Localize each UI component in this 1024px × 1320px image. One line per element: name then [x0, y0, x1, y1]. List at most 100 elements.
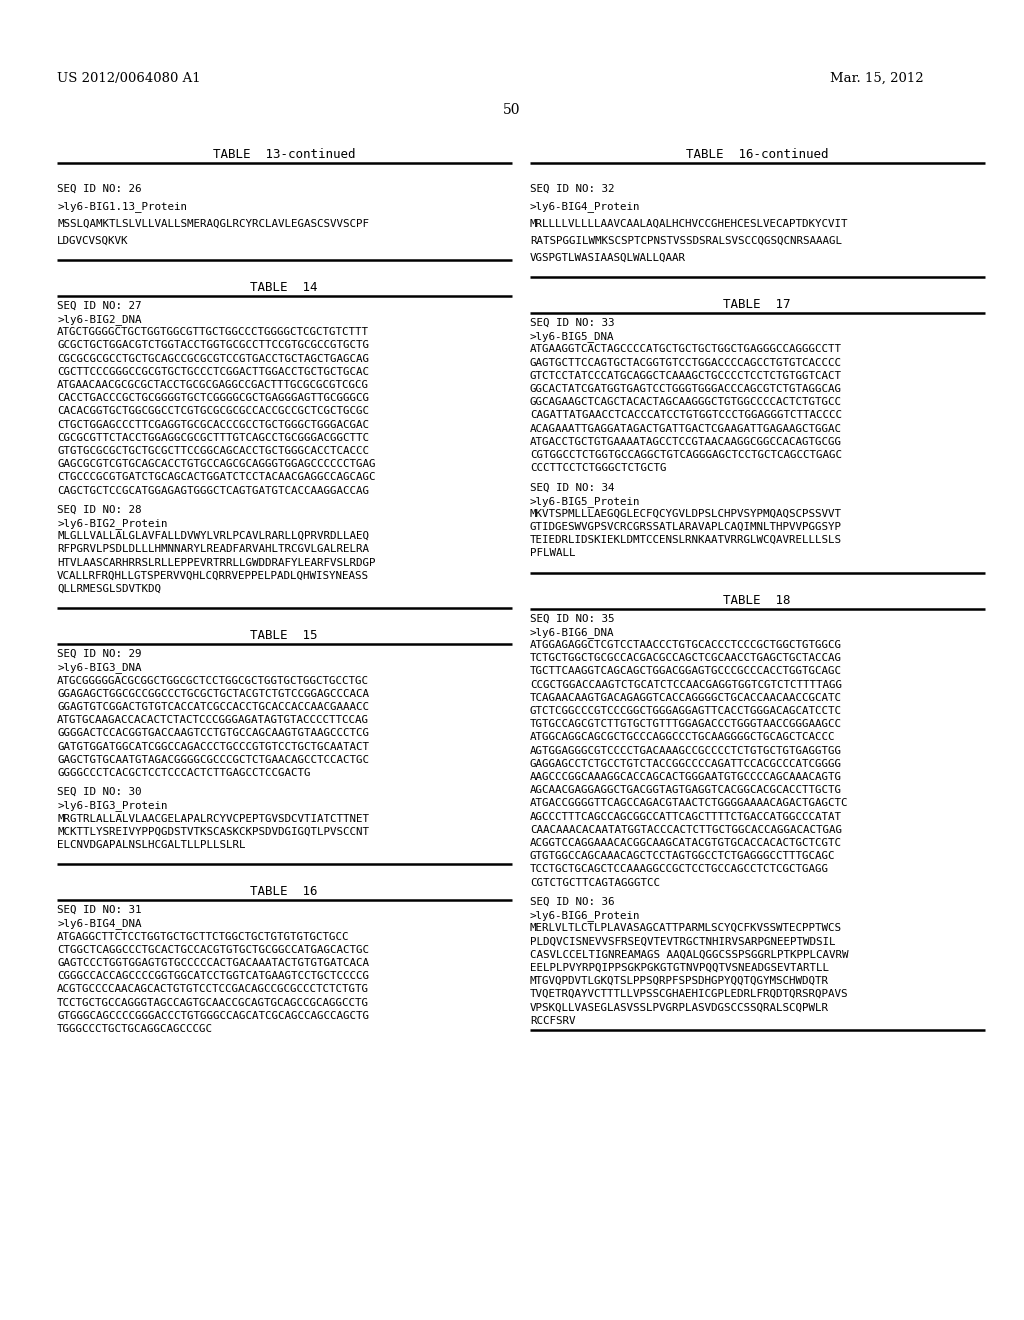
Text: CTGCTGGAGCCCTTCGAGGTGCGCACCCGCCTGCTGGGCTGGGACGAC: CTGCTGGAGCCCTTCGAGGTGCGCACCCGCCTGCTGGGCT…	[57, 420, 369, 429]
Text: SEQ ID NO: 26: SEQ ID NO: 26	[57, 183, 141, 194]
Text: MRGTRLALLALVLAACGELAPALRCYVCPEPTGVSDCVTIATCTTNET: MRGTRLALLALVLAACGELAPALRCYVCPEPTGVSDCVTI…	[57, 813, 369, 824]
Text: 50: 50	[503, 103, 521, 117]
Text: CCCTTCCTCTGGGCTCTGCTG: CCCTTCCTCTGGGCTCTGCTG	[530, 463, 667, 473]
Text: AGCCCTTTCAGCCAGCGGCCATTCAGCTTTTCTGACCATGGCCCATAT: AGCCCTTTCAGCCAGCGGCCATTCAGCTTTTCTGACCATG…	[530, 812, 842, 821]
Text: ATGGAGAGGCTCGTCCTAACCCTGTGCACCCTCCCGCTGGCTGTGGCG: ATGGAGAGGCTCGTCCTAACCCTGTGCACCCTCCCGCTGG…	[530, 640, 842, 649]
Text: TGCTTCAAGGTCAGCAGCTGGACGGAGTGCCCGCCCACCTGGTGCAGC: TGCTTCAAGGTCAGCAGCTGGACGGAGTGCCCGCCCACCT…	[530, 667, 842, 676]
Text: >ly6-BIG2_DNA: >ly6-BIG2_DNA	[57, 314, 141, 325]
Text: CTGGCTCAGGCCCTGCACTGCCACGTGTGCTGCGGCCATGAGCACTGC: CTGGCTCAGGCCCTGCACTGCCACGTGTGCTGCGGCCATG…	[57, 945, 369, 954]
Text: SEQ ID NO: 36: SEQ ID NO: 36	[530, 896, 614, 907]
Text: GTGTGCGCGCTGCTGCGCTTCCGGCAGCACCTGCTGGGCACCTCACCC: GTGTGCGCGCTGCTGCGCTTCCGGCAGCACCTGCTGGGCA…	[57, 446, 369, 455]
Text: >ly6-BIG4_Protein: >ly6-BIG4_Protein	[530, 201, 640, 213]
Text: TCCTGCTGCCAGGGTAGCCAGTGCAACCGCAGTGCAGCCGCAGGCCTG: TCCTGCTGCCAGGGTAGCCAGTGCAACCGCAGTGCAGCCG…	[57, 998, 369, 1007]
Text: CGTCTGCTTCAGTAGGGTCC: CGTCTGCTTCAGTAGGGTCC	[530, 878, 660, 887]
Text: ATGACCGGGGTTCAGCCAGACGTAACTCTGGGGAAAACAGACTGAGCTC: ATGACCGGGGTTCAGCCAGACGTAACTCTGGGGAAAACAG…	[530, 799, 849, 808]
Text: MSSLQAMKTLSLVLLVALLSMERAQGLRCYRCLAVLEGASCSVVSCPF: MSSLQAMKTLSLVLLVALLSMERAQGLRCYRCLAVLEGAS…	[57, 218, 369, 228]
Text: VPSKQLLVASEGLASVSSLPVGRPLASVDGSCCSSQRALSCQPWLR: VPSKQLLVASEGLASVSSLPVGRPLASVDGSCCSSQRALS…	[530, 1002, 829, 1012]
Text: CACCTGACCCGCTGCGGGGTGCTCGGGGCGCTGAGGGAGTTGCGGGCG: CACCTGACCCGCTGCGGGGTGCTCGGGGCGCTGAGGGAGT…	[57, 393, 369, 403]
Text: TCTGCTGGCTGCGCCACGACGCCAGCTCGCAACCTGAGCTGCTACCAG: TCTGCTGGCTGCGCCACGACGCCAGCTCGCAACCTGAGCT…	[530, 653, 842, 663]
Text: TABLE  18: TABLE 18	[723, 594, 791, 607]
Text: PFLWALL: PFLWALL	[530, 548, 575, 558]
Text: GGGGCCCTCACGCTCCTCCCACTCTTGAGCCTCCGACTG: GGGGCCCTCACGCTCCTCCCACTCTTGAGCCTCCGACTG	[57, 768, 310, 777]
Text: CTGCCCGCGTGATCTGCAGCACTGGATCTCCTACAACGAGGCCAGCAGC: CTGCCCGCGTGATCTGCAGCACTGGATCTCCTACAACGAG…	[57, 473, 376, 482]
Text: CGCTTCCCGGGCCGCGTGCTGCCCTCGGACTTGGACCTGCTGCTGCAC: CGCTTCCCGGGCCGCGTGCTGCCCTCGGACTTGGACCTGC…	[57, 367, 369, 376]
Text: TABLE  13-continued: TABLE 13-continued	[213, 148, 355, 161]
Text: CAGATTATGAACCTCACCCATCCTGTGGTCCCTGGAGGGTCTTACCCC: CAGATTATGAACCTCACCCATCCTGTGGTCCCTGGAGGGT…	[530, 411, 842, 420]
Text: CACACGGTGCTGGCGGCCTCGTGCGCGCGCCACCGCCGCTCGCTGCGC: CACACGGTGCTGGCGGCCTCGTGCGCGCGCCACCGCCGCT…	[57, 407, 369, 416]
Text: SEQ ID NO: 34: SEQ ID NO: 34	[530, 482, 614, 492]
Text: ATGAAGGTCACTAGCCCCATGCTGCTGCTGGCTGAGGGCCAGGGCCTT: ATGAAGGTCACTAGCCCCATGCTGCTGCTGGCTGAGGGCC…	[530, 345, 842, 354]
Text: CCGCTGGACCAAGTCTGCATCTCCAACGAGGTGGTCGTCTCTTTTAGG: CCGCTGGACCAAGTCTGCATCTCCAACGAGGTGGTCGTCT…	[530, 680, 842, 689]
Text: ATGTGCAAGACCACACTCTACTCCCGGGAGATAGTGTACCCCTTCCAG: ATGTGCAAGACCACACTCTACTCCCGGGAGATAGTGTACC…	[57, 715, 369, 725]
Text: ACAGAAATTGAGGATAGACTGATTGACTCGAAGATTGAGAAGCTGGAC: ACAGAAATTGAGGATAGACTGATTGACTCGAAGATTGAGA…	[530, 424, 842, 433]
Text: ATGAGGCTTCTCCTGGTGCTGCTTCTGGCTGCTGTGTGTGCTGCC: ATGAGGCTTCTCCTGGTGCTGCTTCTGGCTGCTGTGTGTG…	[57, 932, 349, 941]
Text: GAGCGCGTCGTGCAGCACCTGTGCCAGCGCAGGGTGGAGCCCCCCTGAG: GAGCGCGTCGTGCAGCACCTGTGCCAGCGCAGGGTGGAGC…	[57, 459, 376, 469]
Text: GAGTCCCTGGTGGAGTGTGCCCCCACTGACAAATACTGTGTGATCACA: GAGTCCCTGGTGGAGTGTGCCCCCACTGACAAATACTGTG…	[57, 958, 369, 968]
Text: GTGGGCAGCCCCGGGACCCTGTGGGCCAGCATCGCAGCCAGCCAGCTG: GTGGGCAGCCCCGGGACCCTGTGGGCCAGCATCGCAGCCA…	[57, 1011, 369, 1020]
Text: TGTGCCAGCGTCTTGTGCTGTTTGGAGACCCTGGGTAACCGGGAAGCC: TGTGCCAGCGTCTTGTGCTGTTTGGAGACCCTGGGTAACC…	[530, 719, 842, 729]
Text: MKVTSPMLLLAEGQGLECFQCYGVLDPSLCHPVSYPMQAQSCPSSVVT: MKVTSPMLLLAEGQGLECFQCYGVLDPSLCHPVSYPMQAQ…	[530, 508, 842, 519]
Text: GGGGACTCCACGGTGACCAAGTCCTGTGCCAGCAAGTGTAAGCCCTCG: GGGGACTCCACGGTGACCAAGTCCTGTGCCAGCAAGTGTA…	[57, 729, 369, 738]
Text: >ly6-BIG6_Protein: >ly6-BIG6_Protein	[530, 909, 640, 921]
Text: MLGLLVALLALGLAVFALLDVWYLVRLPCAVLRARLLQPRVRDLLAEQ: MLGLLVALLALGLAVFALLDVWYLVRLPCAVLRARLLQPR…	[57, 531, 369, 541]
Text: GCGCTGCTGGACGTCTGGTACCTGGTGCGCCTTCCGTGCGCCGTGCTG: GCGCTGCTGGACGTCTGGTACCTGGTGCGCCTTCCGTGCG…	[57, 341, 369, 350]
Text: MTGVQPDVTLGKQTSLPPSQRPFSPSDHGPYQQTQGYMSCHWDQTR: MTGVQPDVTLGKQTSLPPSQRPFSPSDHGPYQQTQGYMSC…	[530, 975, 829, 986]
Text: RATSPGGILWMKSCSPTCPNSTVSSDSRALSVSCCQGSQCNRSAAAGL: RATSPGGILWMKSCSPTCPNSTVSSDSRALSVSCCQGSQC…	[530, 235, 842, 246]
Text: SEQ ID NO: 28: SEQ ID NO: 28	[57, 504, 141, 515]
Text: ATGAACAACGCGCGCTACCTGCGCGAGGCCGACTTTGCGCGCGTCGCG: ATGAACAACGCGCGCTACCTGCGCGAGGCCGACTTTGCGC…	[57, 380, 369, 389]
Text: US 2012/0064080 A1: US 2012/0064080 A1	[57, 73, 201, 84]
Text: LDGVCVSQKVK: LDGVCVSQKVK	[57, 235, 128, 246]
Text: GTGTGGCCAGCAAACAGCTCCTAGTGGCCTCTGAGGGCCTTTGCAGC: GTGTGGCCAGCAAACAGCTCCTAGTGGCCTCTGAGGGCCT…	[530, 851, 836, 861]
Text: >ly6-BIG5_Protein: >ly6-BIG5_Protein	[530, 495, 640, 507]
Text: TCCTGCTGCAGCTCCAAAGGCCGCTCCTGCCAGCCTCTCGCTGAGG: TCCTGCTGCAGCTCCAAAGGCCGCTCCTGCCAGCCTCTCG…	[530, 865, 829, 874]
Text: >ly6-BIG1.13_Protein: >ly6-BIG1.13_Protein	[57, 201, 187, 213]
Text: MRLLLLVLLLLAAVCAALAQALHCHVCCGHEHCESLVECAPTDKYCVIT: MRLLLLVLLLLAAVCAALAQALHCHVCCGHEHCESLVECA…	[530, 218, 849, 228]
Text: QLLRMESGLSDVTKDQ: QLLRMESGLSDVTKDQ	[57, 583, 161, 594]
Text: HTVLAASCARHRRSLRLLEPPEVRTRRLLGWDDRAFYLEARFVSLRDGP: HTVLAASCARHRRSLRLLEPPEVRTRRLLGWDDRAFYLEA…	[57, 557, 376, 568]
Text: VGSPGTLWASIAASQLWALLQAAR: VGSPGTLWASIAASQLWALLQAAR	[530, 253, 686, 263]
Text: EELPLPVYRPQIPPSGKPGKGTGTNVPQQTVSNEADGSEVTARTLL: EELPLPVYRPQIPPSGKPGKGTGTNVPQQTVSNEADGSEV…	[530, 962, 829, 973]
Text: GAGCTGTGCAATGTAGACGGGGCGCCCGCTCTGAACAGCCTCCACTGC: GAGCTGTGCAATGTAGACGGGGCGCCCGCTCTGAACAGCC…	[57, 755, 369, 764]
Text: ATGACCTGCTGTGAAAATAGCCTCCGTAACAAGGCGGCCACAGTGCGG: ATGACCTGCTGTGAAAATAGCCTCCGTAACAAGGCGGCCA…	[530, 437, 842, 446]
Text: GGAGTGTCGGACTGTGTCACCATCGCCACCTGCACCACCAACGAAACC: GGAGTGTCGGACTGTGTCACCATCGCCACCTGCACCACCA…	[57, 702, 369, 711]
Text: SEQ ID NO: 31: SEQ ID NO: 31	[57, 906, 141, 915]
Text: TABLE  14: TABLE 14	[250, 281, 317, 294]
Text: SEQ ID NO: 29: SEQ ID NO: 29	[57, 649, 141, 659]
Text: RFPGRVLPSDLDLLLHMNNARYLREADFARVAHLTRCGVLGALRELRA: RFPGRVLPSDLDLLLHMNNARYLREADFARVAHLTRCGVL…	[57, 544, 369, 554]
Text: TABLE  16-continued: TABLE 16-continued	[686, 148, 828, 161]
Text: TVQETRQAYVCTTTLLVPSSCGHAEHICGPLEDRLFRQDTQRSRQPAVS: TVQETRQAYVCTTTLLVPSSCGHAEHICGPLEDRLFRQDT…	[530, 989, 849, 999]
Text: CGGGCCACCAGCCCCGGTGGCATCCTGGTCATGAAGTCCTGCTCCCCG: CGGGCCACCAGCCCCGGTGGCATCCTGGTCATGAAGTCCT…	[57, 972, 369, 981]
Text: ELCNVDGAPALNSLHCGALTLLPLLSLRL: ELCNVDGAPALNSLHCGALTLLPLLSLRL	[57, 840, 246, 850]
Text: SEQ ID NO: 30: SEQ ID NO: 30	[57, 787, 141, 797]
Text: GATGTGGATGGCATCGGCCAGACCCTGCCCGTGTCCTGCTGCAATACT: GATGTGGATGGCATCGGCCAGACCCTGCCCGTGTCCTGCT…	[57, 742, 369, 751]
Text: >ly6-BIG3_Protein: >ly6-BIG3_Protein	[57, 800, 168, 812]
Text: GGCACTATCGATGGTGAGTCCTGGGTGGGACCCAGCGTCTGTAGGCAG: GGCACTATCGATGGTGAGTCCTGGGTGGGACCCAGCGTCT…	[530, 384, 842, 393]
Text: >ly6-BIG5_DNA: >ly6-BIG5_DNA	[530, 331, 614, 342]
Text: CGCGCGCGCCTGCTGCAGCCGCGCGTCCGTGACCTGCTAGCTGAGCAG: CGCGCGCGCCTGCTGCAGCCGCGCGTCCGTGACCTGCTAG…	[57, 354, 369, 363]
Text: >ly6-BIG2_Protein: >ly6-BIG2_Protein	[57, 517, 168, 529]
Text: VCALLRFRQHLLGTSPERVVQHLCQRRVEPPELPADLQHWISYNEASS: VCALLRFRQHLLGTSPERVVQHLCQRRVEPPELPADLQHW…	[57, 570, 369, 581]
Text: CASVLCCELTIGNREAMAGS AAQALQGGCSSPSGGRLPTKPPLCAVRW: CASVLCCELTIGNREAMAGS AAQALQGGCSSPSGGRLPT…	[530, 949, 849, 960]
Text: CGTGGCCTCTGGTGCCAGGCTGTCAGGGAGCTCCTGCTCAGCCTGAGC: CGTGGCCTCTGGTGCCAGGCTGTCAGGGAGCTCCTGCTCA…	[530, 450, 842, 459]
Text: AAGCCCGGCAAAGGCACCAGCACTGGGAATGTGCCCCAGCAAACAGTG: AAGCCCGGCAAAGGCACCAGCACTGGGAATGTGCCCCAGC…	[530, 772, 842, 781]
Text: ATGCTGGGGCTGCTGGTGGCGTTGCTGGCCCTGGGGCTCGCTGTCTTT: ATGCTGGGGCTGCTGGTGGCGTTGCTGGCCCTGGGGCTCG…	[57, 327, 369, 337]
Text: GTCTCCTATCCCATGCAGGCTCAAAGCTGCCCCTCCTCTGTGGTCACT: GTCTCCTATCCCATGCAGGCTCAAAGCTGCCCCTCCTCTG…	[530, 371, 842, 380]
Text: TCAGAACAAGTGACAGAGGTCACCAGGGGCTGCACCAACAACCGCATC: TCAGAACAAGTGACAGAGGTCACCAGGGGCTGCACCAACA…	[530, 693, 842, 702]
Text: TABLE  15: TABLE 15	[250, 630, 317, 643]
Text: GTCTCGGCCCGTCCCGGCTGGGAGGAGTTCACCTGGGACAGCATCCTC: GTCTCGGCCCGTCCCGGCTGGGAGGAGTTCACCTGGGACA…	[530, 706, 842, 715]
Text: RCCFSRV: RCCFSRV	[530, 1015, 575, 1026]
Text: TEIEDRLIDSKIEKLDMTCCENSLRNKAATVRRGLWCQAVRELLLSLS: TEIEDRLIDSKIEKLDMTCCENSLRNKAATVRRGLWCQAV…	[530, 535, 842, 545]
Text: GAGGAGCCTCTGCCTGTCTACCGGCCCCAGATTCCACGCCCATCGGGG: GAGGAGCCTCTGCCTGTCTACCGGCCCCAGATTCCACGCC…	[530, 759, 842, 768]
Text: ATGGCAGGCAGCGCTGCCCAGGCCCTGCAAGGGGCTGCAGCTCACCC: ATGGCAGGCAGCGCTGCCCAGGCCCTGCAAGGGGCTGCAG…	[530, 733, 836, 742]
Text: >ly6-BIG6_DNA: >ly6-BIG6_DNA	[530, 627, 614, 638]
Text: >ly6-BIG3_DNA: >ly6-BIG3_DNA	[57, 663, 141, 673]
Text: CAGCTGCTCCGCATGGAGAGTGGGCTCAGTGATGTCACCAAGGACCAG: CAGCTGCTCCGCATGGAGAGTGGGCTCAGTGATGTCACCA…	[57, 486, 369, 495]
Text: TGGGCCCTGCTGCAGGCAGCCCGC: TGGGCCCTGCTGCAGGCAGCCCGC	[57, 1024, 213, 1034]
Text: PLDQVCISNEVVSFRSEQVTEVTRGCTNHIRVSARPGNEEPTWDSIL: PLDQVCISNEVVSFRSEQVTEVTRGCTNHIRVSARPGNEE…	[530, 936, 836, 946]
Text: AGTGGAGGGCGTCCCCTGACAAAGCCGCCCCTCTGTGCTGTGAGGTGG: AGTGGAGGGCGTCCCCTGACAAAGCCGCCCCTCTGTGCTG…	[530, 746, 842, 755]
Text: CGCGCGTTCTACCTGGAGGCGCGCTTTGTCAGCCTGCGGGACGGCTTC: CGCGCGTTCTACCTGGAGGCGCGCTTTGTCAGCCTGCGGG…	[57, 433, 369, 442]
Text: ACGGTCCAGGAAACACGGCAAGCATACGTGTGCACCACACTGCTCGTC: ACGGTCCAGGAAACACGGCAAGCATACGTGTGCACCACAC…	[530, 838, 842, 847]
Text: ACGTGCCCCAACAGCACTGTGTCCTCCGACAGCCGCGCCCTCTCTGTG: ACGTGCCCCAACAGCACTGTGTCCTCCGACAGCCGCGCCC…	[57, 985, 369, 994]
Text: MERLVLTLCTLPLAVASAGCATTPARMLSCYQCFKVSSWTECPPTWCS: MERLVLTLCTLPLAVASAGCATTPARMLSCYQCFKVSSWT…	[530, 923, 842, 933]
Text: SEQ ID NO: 27: SEQ ID NO: 27	[57, 301, 141, 310]
